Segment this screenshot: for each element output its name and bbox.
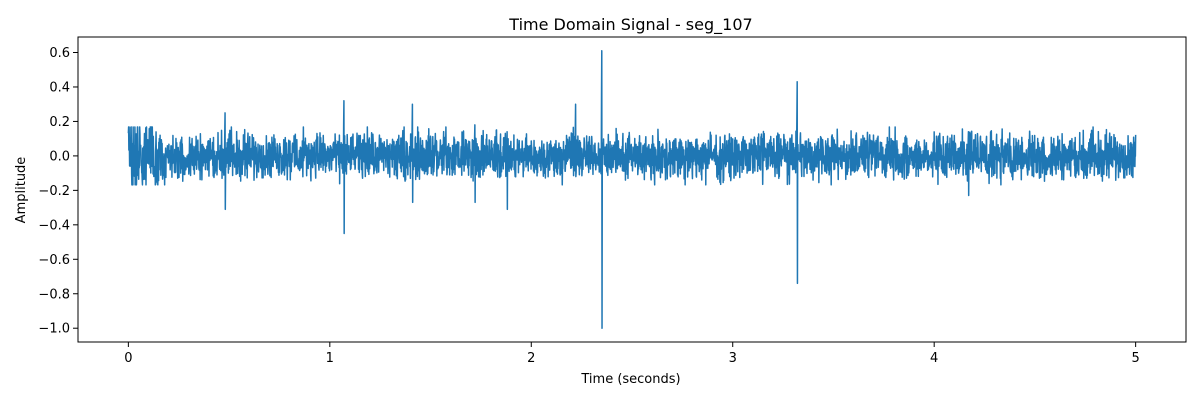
y-tick-label: 0.6 bbox=[49, 46, 70, 61]
y-tick-label: 0.4 bbox=[49, 80, 70, 95]
signal-series-line bbox=[127, 50, 1137, 329]
x-tick-label: 5 bbox=[1131, 351, 1139, 366]
y-axis: 0.6 0.4 0.2 0.0 −0.2 −0.4 −0.6 −0.8 −1.0 bbox=[38, 46, 78, 337]
x-axis-label: Time (seconds) bbox=[580, 372, 680, 387]
x-tick-label: 4 bbox=[930, 351, 938, 366]
y-tick-label: 0.0 bbox=[49, 149, 70, 164]
y-tick-label: −1.0 bbox=[38, 322, 70, 337]
plot-frame bbox=[77, 36, 1187, 343]
x-tick-label: 3 bbox=[729, 351, 737, 366]
x-tick-label: 2 bbox=[527, 351, 535, 366]
y-tick-label: 0.2 bbox=[49, 115, 70, 130]
y-tick-label: −0.8 bbox=[38, 287, 70, 302]
y-tick-label: −0.2 bbox=[38, 184, 70, 199]
plot-area bbox=[78, 37, 1186, 342]
y-tick-label: −0.4 bbox=[38, 218, 70, 233]
chart-title: Time Domain Signal - seg_107 bbox=[508, 15, 752, 35]
y-tick-label: −0.6 bbox=[38, 253, 70, 268]
series-layer bbox=[127, 50, 1137, 329]
y-axis-label: Amplitude bbox=[14, 157, 29, 224]
x-tick-label: 1 bbox=[326, 351, 334, 366]
x-tick-label: 0 bbox=[124, 351, 132, 366]
x-axis: 0 1 2 3 4 5 bbox=[124, 342, 1140, 366]
